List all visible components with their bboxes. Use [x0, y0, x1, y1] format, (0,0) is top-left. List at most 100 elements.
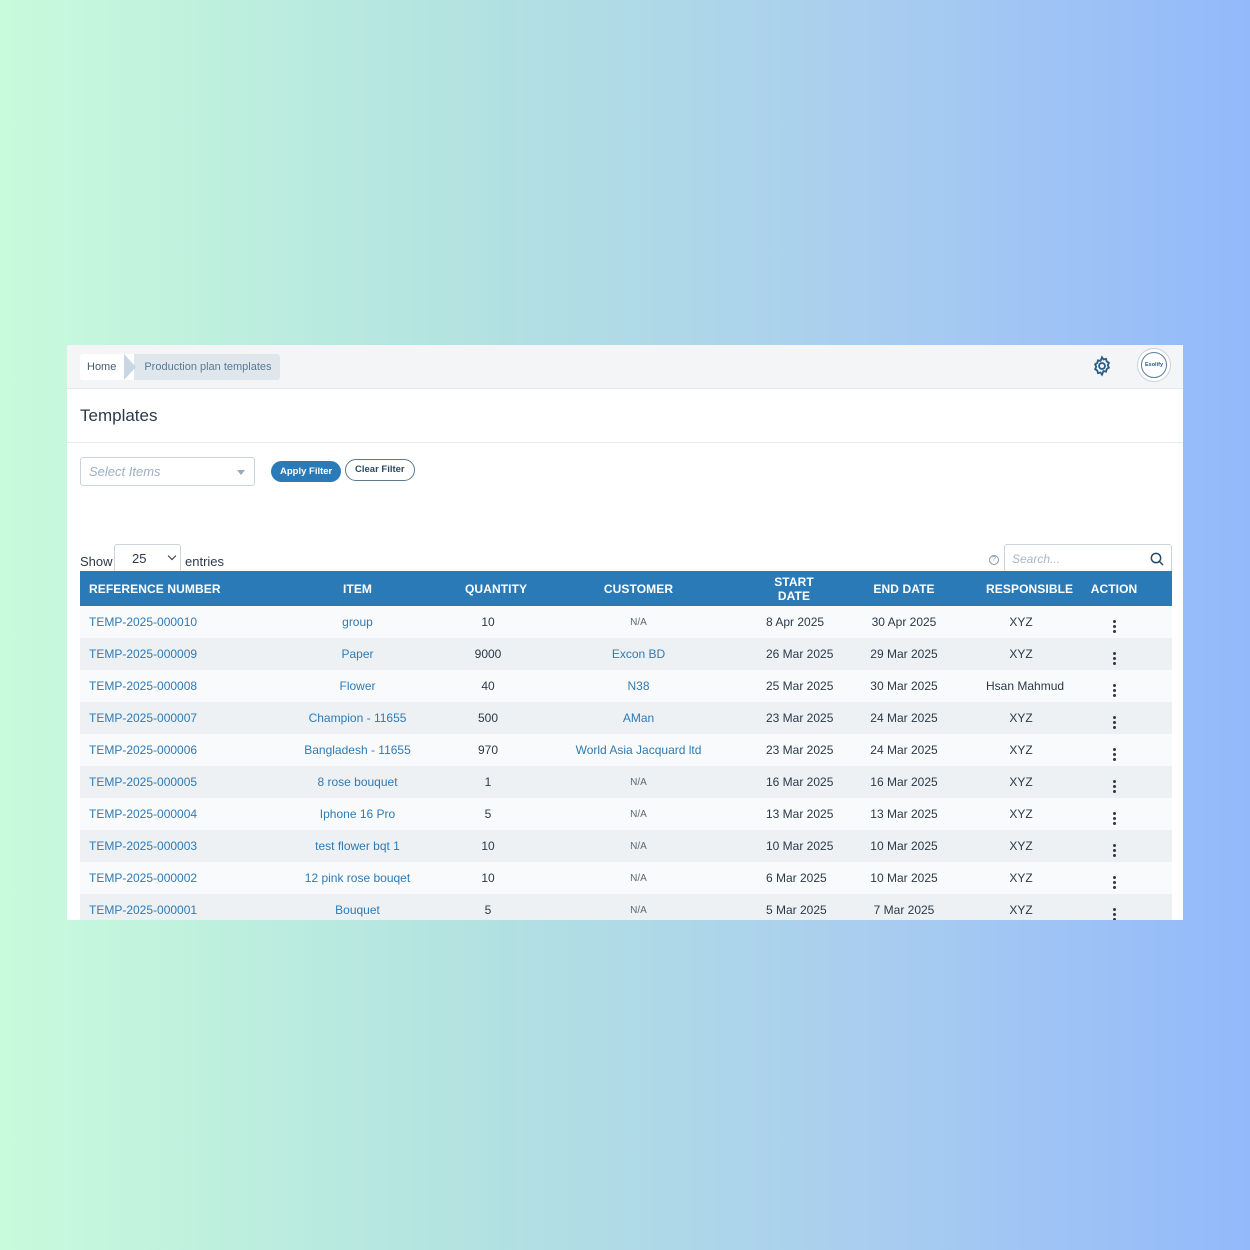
cell-quantity: 40: [481, 679, 495, 693]
cell-item: group: [342, 615, 373, 629]
kebab-menu-icon[interactable]: [1112, 715, 1116, 729]
kebab-dot: [1112, 843, 1116, 847]
kebab-dot: [1112, 789, 1116, 793]
cell-start-date: 5 Mar 2025: [766, 903, 827, 917]
cell-responsible: XYZ: [1009, 647, 1033, 661]
col-header-reference[interactable]: REFERENCE NUMBER: [89, 581, 221, 596]
caret-down-icon: [237, 470, 245, 475]
table-row[interactable]: TEMP-2025-000010 group 10 N/A 8 Apr 2025 30 A…: [80, 606, 1172, 638]
kebab-dot: [1112, 912, 1116, 916]
cell-reference[interactable]: TEMP-2025-000008: [89, 679, 198, 693]
kebab-dot: [1112, 624, 1116, 628]
cell-customer: N/A: [630, 776, 647, 788]
cell-reference[interactable]: TEMP-2025-000009: [89, 647, 198, 661]
cell-responsible: XYZ: [1009, 903, 1033, 917]
cell-reference[interactable]: TEMP-2025-000006: [89, 743, 198, 757]
kebab-dot: [1112, 757, 1116, 761]
kebab-menu-icon[interactable]: [1112, 811, 1116, 825]
kebab-dot: [1112, 875, 1116, 879]
cell-start-date: 13 Mar 2025: [766, 807, 834, 821]
table-row[interactable]: TEMP-2025-000005 8 rose bouquet 1 N/A 16 Mar…: [80, 766, 1172, 798]
cell-responsible: XYZ: [1009, 775, 1033, 789]
kebab-menu-icon[interactable]: [1112, 779, 1116, 793]
kebab-dot: [1112, 651, 1116, 655]
kebab-menu-icon[interactable]: [1112, 843, 1116, 857]
table-row[interactable]: TEMP-2025-000007 Champion - 11655 500 AMan 2…: [80, 702, 1172, 734]
help-icon[interactable]: ?: [989, 555, 999, 565]
col-header-end-date[interactable]: END DATE: [873, 581, 935, 596]
cell-reference[interactable]: TEMP-2025-000007: [89, 711, 198, 725]
kebab-menu-icon[interactable]: [1112, 619, 1116, 633]
show-label: Show: [80, 554, 113, 569]
cell-responsible: XYZ: [1009, 711, 1033, 725]
table-row[interactable]: TEMP-2025-000003 test flower bqt 1 10 N/A 10…: [80, 830, 1172, 862]
breadcrumb: Home Production plan templates: [80, 353, 280, 380]
chevron-down-icon: [167, 551, 177, 561]
kebab-menu-icon[interactable]: [1112, 907, 1116, 920]
kebab-menu-icon[interactable]: [1112, 875, 1116, 889]
clear-filter-button[interactable]: Clear Filter: [345, 459, 415, 481]
cell-quantity: 10: [481, 615, 495, 629]
col-header-quantity[interactable]: QUANTITY: [465, 581, 528, 596]
title-bar: Templates: [67, 389, 1183, 443]
entries-label: entries: [185, 554, 225, 569]
cell-quantity: 970: [477, 743, 499, 757]
cell-reference[interactable]: TEMP-2025-000001: [89, 903, 198, 917]
entries-select[interactable]: 25: [114, 544, 181, 573]
cell-action: [1056, 862, 1172, 894]
kebab-dot: [1112, 853, 1116, 857]
cell-customer: N/A: [630, 872, 647, 884]
table-body: TEMP-2025-000010 group 10 N/A 8 Apr 2025 30 A…: [80, 606, 1172, 920]
cell-customer: N38: [627, 679, 650, 693]
kebab-menu-icon[interactable]: [1112, 747, 1116, 761]
kebab-dot: [1112, 629, 1116, 633]
kebab-dot: [1112, 693, 1116, 697]
table-row[interactable]: TEMP-2025-000004 Iphone 16 Pro 5 N/A 13 Mar …: [80, 798, 1172, 830]
avatar-logo: Esolify: [1141, 352, 1167, 378]
cell-responsible: XYZ: [1009, 807, 1033, 821]
cell-end-date: 16 Mar 2025: [870, 775, 938, 789]
cell-reference[interactable]: TEMP-2025-000004: [89, 807, 198, 821]
cell-item: Bouquet: [335, 903, 380, 917]
kebab-menu-icon[interactable]: [1112, 651, 1116, 665]
apply-filter-button[interactable]: Apply Filter: [271, 461, 342, 482]
table-row[interactable]: TEMP-2025-000001 Bouquet 5 N/A 5 Mar 2025 7 M…: [80, 894, 1172, 920]
table-row[interactable]: TEMP-2025-000002 12 pink rose bouqet 10 N/A…: [80, 862, 1172, 894]
gear-icon[interactable]: [1091, 355, 1113, 377]
cell-start-date: 23 Mar 2025: [766, 743, 834, 757]
cell-start-date: 10 Mar 2025: [766, 839, 834, 853]
cell-item: 12 pink rose bouqet: [304, 871, 411, 885]
select-items-dropdown[interactable]: Select Items: [80, 457, 255, 486]
cell-action: [1056, 830, 1172, 862]
templates-table-wrap: REFERENCE NUMBER ITEM QUANTITY CUSTOMER …: [80, 571, 1172, 920]
cell-reference[interactable]: TEMP-2025-000003: [89, 839, 198, 853]
search-input[interactable]: [1005, 545, 1140, 572]
col-header-customer[interactable]: CUSTOMER: [603, 581, 674, 596]
cell-responsible: XYZ: [1009, 743, 1033, 757]
cell-customer: AMan: [622, 711, 655, 725]
table-row[interactable]: TEMP-2025-000006 Bangladesh - 11655 970 Wor…: [80, 734, 1172, 766]
cell-start-date: 26 Mar 2025: [766, 647, 834, 661]
cell-reference[interactable]: TEMP-2025-000002: [89, 871, 198, 885]
search-icon[interactable]: [1149, 551, 1165, 567]
cell-reference[interactable]: TEMP-2025-000005: [89, 775, 198, 789]
cell-action: [1056, 606, 1172, 638]
cell-start-date: 25 Mar 2025: [766, 679, 834, 693]
cell-item: Bangladesh - 11655: [304, 743, 411, 757]
kebab-dot: [1112, 811, 1116, 815]
kebab-menu-icon[interactable]: [1112, 683, 1116, 697]
cell-responsible: XYZ: [1009, 871, 1033, 885]
col-header-start-date[interactable]: START DATE: [774, 574, 814, 603]
cell-reference[interactable]: TEMP-2025-000010: [89, 615, 198, 629]
table-header-row: REFERENCE NUMBER ITEM QUANTITY CUSTOMER …: [80, 571, 1172, 606]
col-header-responsible[interactable]: RESPONSIBLE: [986, 581, 1074, 596]
cell-start-date: 16 Mar 2025: [766, 775, 834, 789]
col-header-item[interactable]: ITEM: [342, 581, 373, 596]
table-row[interactable]: TEMP-2025-000009 Paper 9000 Excon BD 26 Mar …: [80, 638, 1172, 670]
kebab-dot: [1112, 720, 1116, 724]
avatar[interactable]: Esolify: [1137, 348, 1171, 382]
table-row[interactable]: TEMP-2025-000008 Flower 40 N38 25 Mar 2025 30…: [80, 670, 1172, 702]
breadcrumb-home[interactable]: Home: [80, 353, 125, 380]
cell-quantity: 10: [481, 871, 495, 885]
cell-end-date: 30 Apr 2025: [871, 615, 937, 629]
